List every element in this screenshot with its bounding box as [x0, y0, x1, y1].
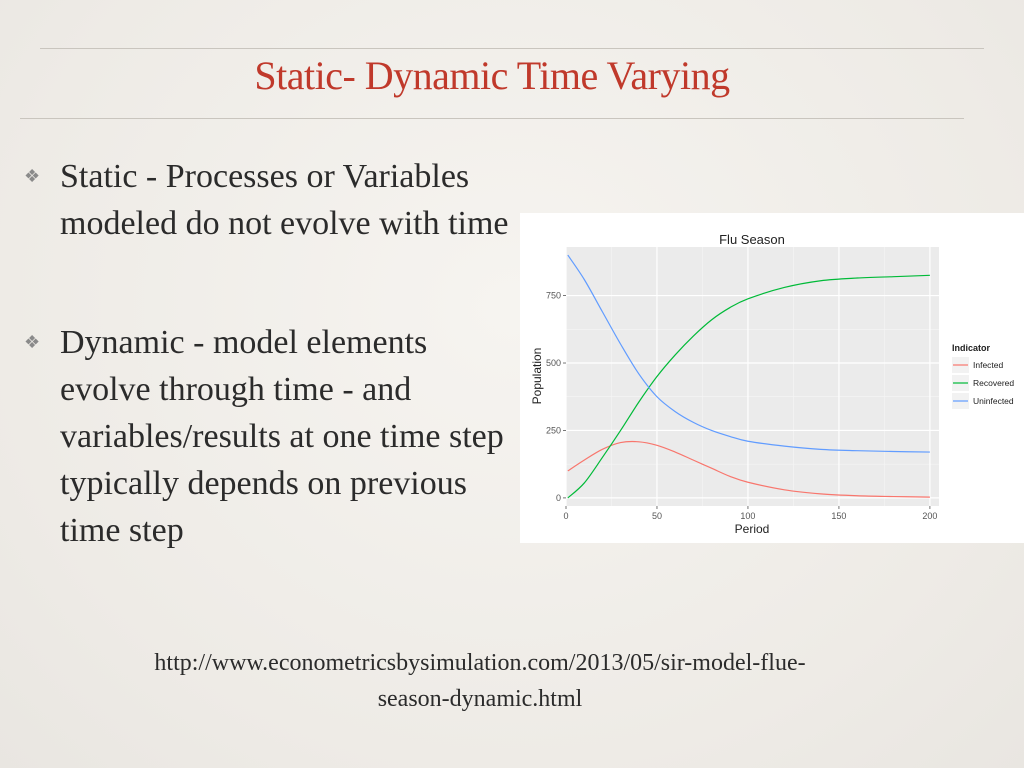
legend-item-uninfected: Uninfected	[952, 393, 1014, 409]
series-lines	[567, 254, 930, 499]
legend-label: Infected	[973, 360, 1004, 370]
top-divider	[40, 48, 984, 49]
legend: Indicator Infected Recovered Uninfected	[952, 343, 1014, 409]
plot-panel	[566, 247, 939, 506]
source-link-line-1[interactable]: http://www.econometricsbysimulation.com/…	[154, 650, 806, 676]
diamond-bullet-icon: ❖	[24, 332, 41, 352]
y-tick-label: 0	[556, 493, 561, 503]
bullet-dynamic-text: Dynamic - model elements evolve through …	[60, 324, 504, 549]
source-link[interactable]: http://www.econometricsbysimulation.com/…	[70, 645, 890, 717]
grid-lines	[565, 247, 939, 506]
legend-label: Uninfected	[973, 396, 1014, 406]
x-tick-label: 100	[740, 511, 755, 521]
x-axis-label: Period	[735, 522, 770, 536]
legend-item-recovered: Recovered	[952, 375, 1014, 391]
y-axis-label: Population	[530, 348, 544, 405]
y-tick-label: 500	[546, 358, 561, 368]
legend-items: Infected Recovered Uninfected	[952, 357, 1014, 409]
bullet-static: ❖ Static - Processes or Variables modele…	[24, 153, 514, 247]
slide-title: Static- Dynamic Time Varying	[254, 53, 730, 98]
legend-label: Recovered	[973, 378, 1014, 388]
series-line-recovered	[567, 274, 930, 499]
flu-season-chart: Flu Season 0 50 100 150 200 0 250 500 750 Period…	[520, 213, 1024, 543]
chart-title: Flu Season	[719, 232, 785, 247]
y-tick-label: 750	[546, 291, 561, 301]
legend-item-infected: Infected	[952, 357, 1004, 373]
y-tick-label: 250	[546, 425, 561, 435]
x-tick-label: 0	[563, 511, 568, 521]
series-line-infected	[567, 440, 930, 498]
x-tick-label: 50	[652, 511, 662, 521]
source-link-line-2[interactable]: season-dynamic.html	[377, 686, 583, 712]
title-divider	[20, 118, 964, 119]
series-line-uninfected	[567, 254, 930, 453]
x-tick-label: 150	[831, 511, 846, 521]
bullet-static-text: Static - Processes or Variables modeled …	[60, 158, 509, 242]
axis-ticks: 0 50 100 150 200 0 250 500 750	[546, 291, 937, 521]
chart-svg: Flu Season 0 50 100 150 200 0 250 500 750 Period…	[530, 232, 1014, 536]
legend-title: Indicator	[952, 343, 991, 353]
diamond-bullet-icon: ❖	[24, 166, 41, 186]
bullet-dynamic: ❖ Dynamic - model elements evolve throug…	[24, 319, 514, 554]
x-tick-label: 200	[922, 511, 937, 521]
